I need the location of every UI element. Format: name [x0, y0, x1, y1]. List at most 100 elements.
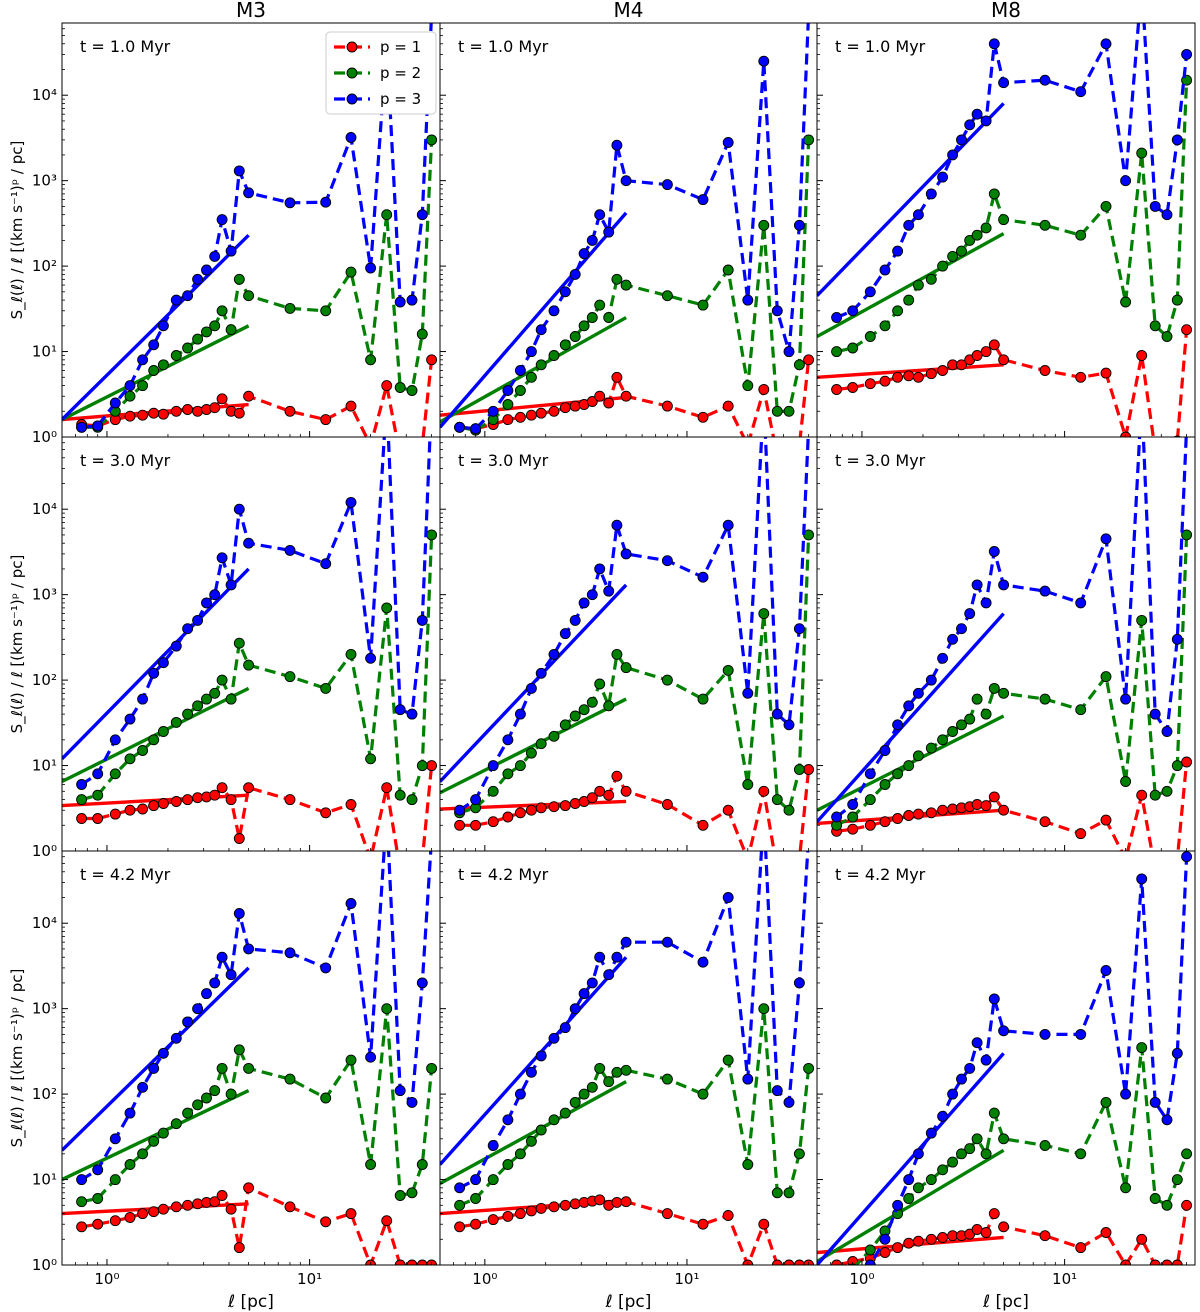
data-point-p2 — [192, 1099, 204, 1111]
data-point-p2 — [502, 1159, 514, 1170]
data-point-p2 — [454, 1199, 466, 1211]
time-label: t = 1.0 Myr — [458, 37, 549, 56]
data-point-p1 — [243, 782, 255, 794]
data-point-p3 — [947, 633, 959, 645]
data-point-p3 — [1075, 597, 1087, 609]
data-point-p2 — [569, 1096, 581, 1108]
data-point-p2 — [620, 662, 632, 674]
data-point-p1 — [831, 1259, 843, 1265]
data-point-p3 — [514, 708, 526, 720]
data-point-p2 — [170, 1118, 182, 1130]
y-tick-label: 10⁴ — [32, 914, 57, 932]
data-point-p2 — [937, 260, 949, 272]
data-point-p1 — [793, 1259, 805, 1265]
data-point-p1 — [925, 807, 937, 819]
data-point-p2 — [793, 764, 805, 775]
panel-background — [817, 437, 1195, 851]
data-point-p1 — [1149, 1259, 1161, 1265]
data-point-p3 — [470, 1174, 482, 1186]
data-point-p3 — [661, 179, 673, 191]
data-point-p2 — [416, 760, 428, 772]
data-point-p1 — [1100, 1227, 1112, 1238]
data-point-p3 — [320, 558, 332, 570]
y-tick-label: 10⁰ — [32, 428, 57, 446]
data-point-p1 — [170, 1201, 182, 1213]
data-point-p2 — [771, 405, 783, 417]
data-point-p2 — [394, 382, 406, 393]
y-axis-label: S_ℓ(ℓ) / ℓ [(km s⁻¹)ᵖ / pc] — [8, 141, 27, 320]
legend-marker — [346, 41, 358, 53]
data-point-p2 — [783, 405, 795, 417]
data-point-p3 — [956, 1073, 967, 1085]
fit-line-p3 — [62, 233, 250, 421]
data-point-p3 — [157, 1047, 169, 1059]
data-point-p2 — [892, 768, 904, 780]
data-point-p2 — [1039, 1140, 1051, 1151]
data-point-p3 — [611, 139, 623, 151]
data-point-p1 — [454, 819, 466, 831]
time-label: t = 1.0 Myr — [80, 37, 171, 56]
data-point-p3 — [170, 640, 182, 652]
data-point-p2 — [925, 1174, 937, 1186]
plot-area — [817, 23, 1193, 437]
fit-line-p2 — [817, 232, 1005, 338]
data-point-p2 — [535, 1124, 547, 1136]
data-point-p1 — [454, 1221, 466, 1233]
data-point-p2 — [903, 760, 915, 772]
data-point-p1 — [847, 382, 859, 393]
data-point-p3 — [611, 951, 623, 963]
data-point-p3 — [847, 799, 859, 810]
data-point-p1 — [192, 405, 204, 417]
data-point-p3 — [148, 667, 160, 679]
data-point-p1 — [320, 1216, 332, 1228]
data-point-p1 — [487, 1214, 499, 1226]
data-point-p3 — [594, 563, 606, 575]
data-point-p3 — [514, 365, 526, 376]
data-point-p1 — [603, 789, 615, 801]
data-point-p3 — [947, 149, 959, 161]
panel-m8-row-1: t = 1.0 Myr M8 — [816, 0, 1196, 438]
y-tick-label: 10⁴ — [32, 86, 57, 104]
fit-line-p2 — [817, 1148, 1005, 1263]
data-point-p2 — [525, 371, 537, 383]
data-point-p1 — [502, 1210, 514, 1222]
data-point-p1 — [1039, 1230, 1051, 1242]
data-point-p3 — [406, 708, 418, 720]
data-point-p1 — [771, 1259, 783, 1265]
data-point-p3 — [1120, 175, 1132, 187]
data-point-p2 — [243, 1062, 255, 1074]
data-point-p1 — [535, 407, 547, 419]
y-tick-label: 10⁰ — [32, 1256, 57, 1274]
data-point-p1 — [988, 339, 1000, 351]
data-point-p2 — [611, 648, 623, 660]
data-point-p1 — [611, 770, 623, 782]
data-point-p2 — [243, 659, 255, 671]
data-point-p3 — [192, 1003, 204, 1015]
data-point-p2 — [124, 390, 136, 402]
data-point-p1 — [831, 384, 843, 395]
data-point-p3 — [1039, 1028, 1051, 1040]
data-point-p3 — [937, 652, 949, 664]
data-point-p2 — [603, 700, 615, 712]
data-point-p3 — [971, 108, 983, 120]
data-point-p3 — [284, 197, 296, 209]
plot-area — [440, 437, 815, 851]
data-point-p1 — [416, 1259, 428, 1265]
data-point-p3 — [233, 908, 245, 919]
data-point-p3 — [320, 196, 332, 208]
fit-line-p2 — [440, 697, 627, 795]
data-point-p3 — [487, 405, 499, 417]
data-point-p2 — [225, 693, 237, 705]
data-point-p1 — [1075, 828, 1087, 840]
data-point-p1 — [998, 1221, 1010, 1233]
data-point-p3 — [345, 898, 357, 909]
data-point-p3 — [964, 119, 976, 131]
data-point-p3 — [525, 1066, 537, 1078]
data-point-p2 — [661, 1073, 673, 1085]
data-point-p3 — [998, 579, 1010, 591]
data-point-p2 — [209, 1085, 221, 1097]
data-point-p2 — [320, 305, 332, 317]
data-point-p1 — [971, 799, 983, 810]
data-point-p1 — [514, 411, 526, 423]
data-point-p1 — [998, 804, 1010, 816]
